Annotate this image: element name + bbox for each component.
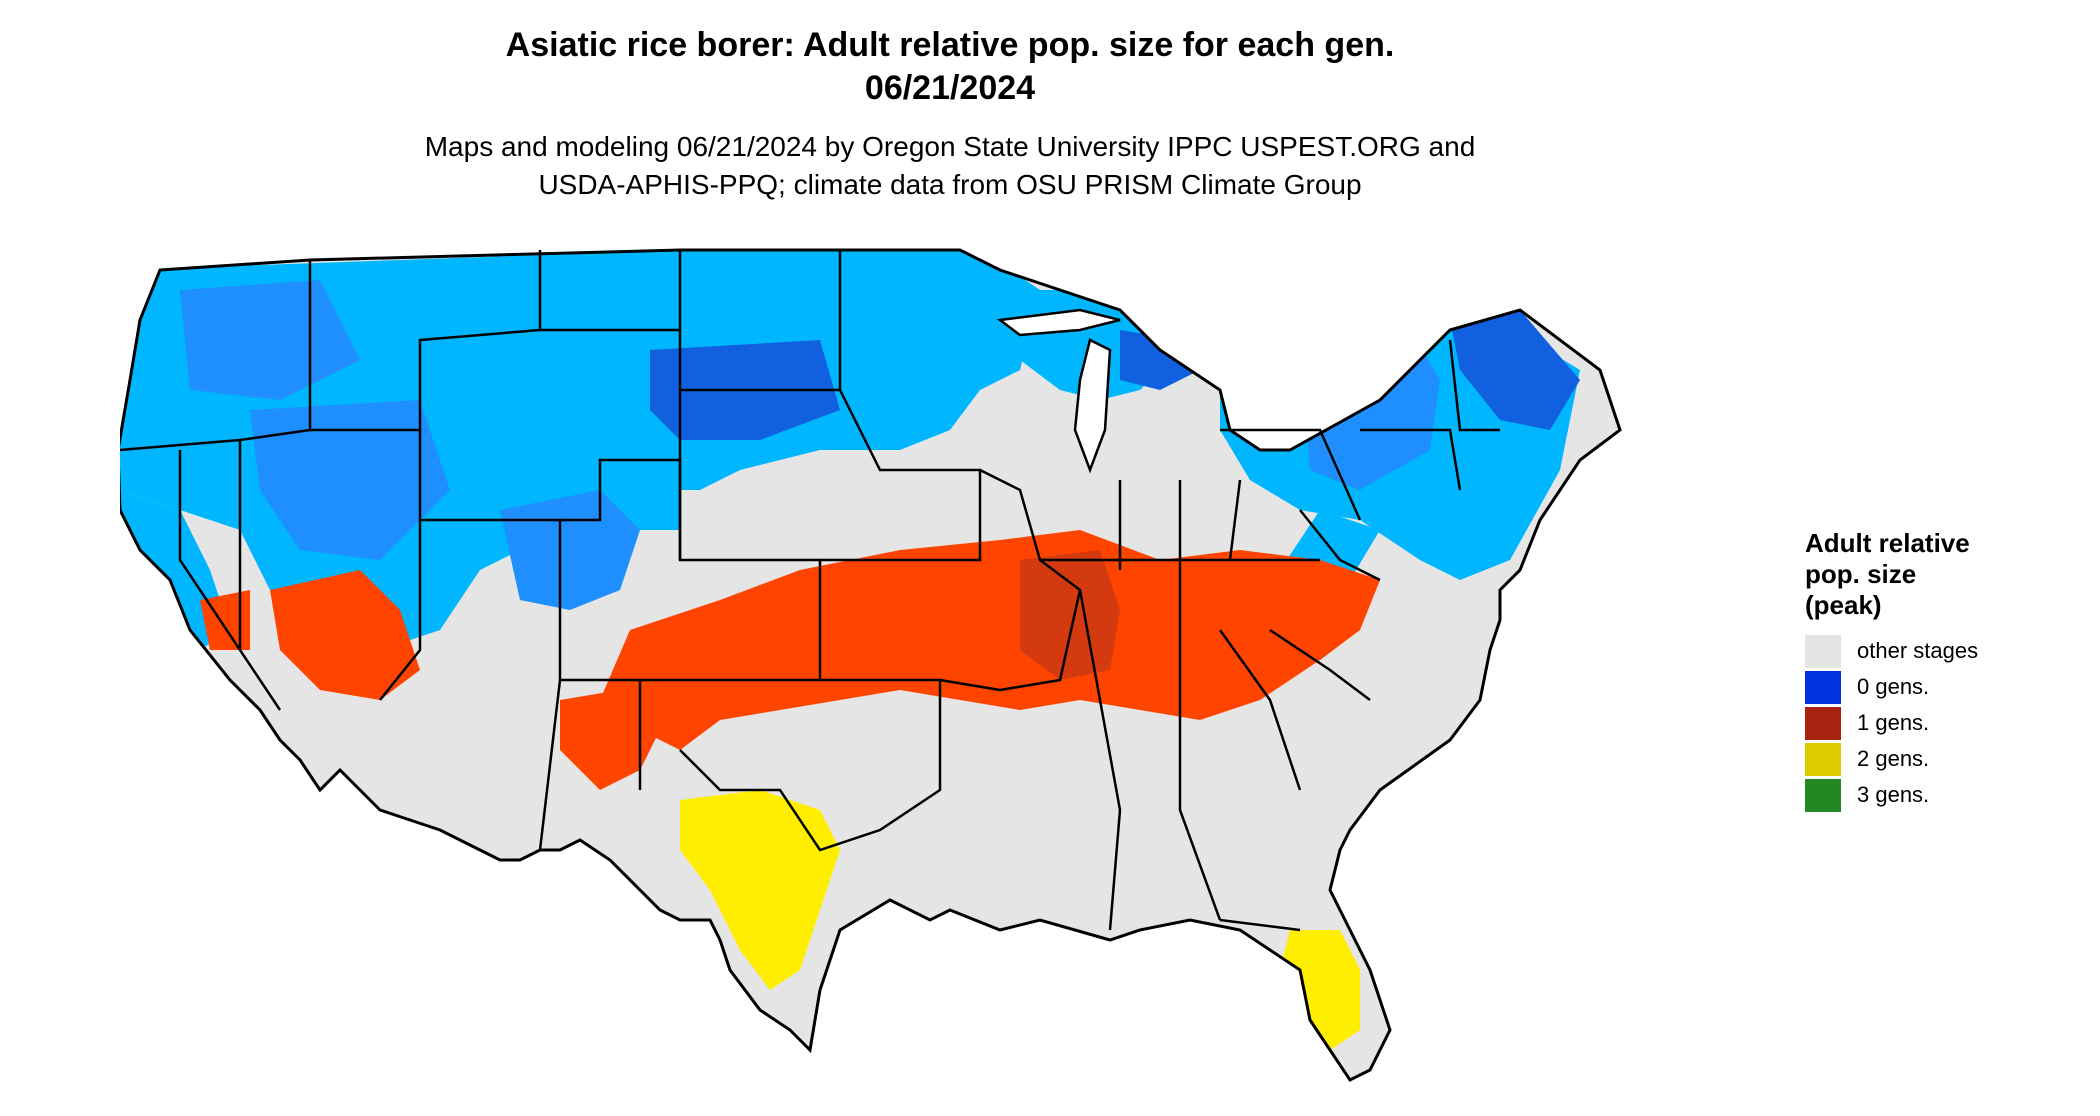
legend-label: other stages	[1857, 638, 1979, 663]
state-border	[679, 678, 942, 852]
map-title: Asiatic rice borer: Adult relative pop. …	[0, 24, 1900, 110]
legend-swatch	[1805, 742, 1841, 776]
map-subtitle: Maps and modeling 06/21/2024 by Oregon S…	[0, 128, 1900, 204]
zone-1gen-south-texas	[560, 690, 660, 790]
zone-0gens-mountain-dark	[250, 400, 450, 560]
zone-1gen-delta-dark	[1020, 550, 1120, 680]
title-line-2: 06/21/2024	[864, 69, 1036, 107]
zone-1gen-desert-southwest	[270, 570, 420, 700]
zone-2gens-florida	[1280, 930, 1360, 1050]
state-border	[1299, 509, 1381, 582]
legend-item-3-gens: 3 gens.	[1805, 777, 2065, 813]
state-border	[120, 260, 312, 452]
state-border	[1269, 628, 1371, 701]
legend-title: Adult relative pop. size (peak)	[1805, 528, 2065, 621]
legend-title-line-2: pop. size	[1805, 559, 1917, 589]
legend: Adult relative pop. size (peak) other st…	[1805, 528, 2065, 813]
subtitle-line-1: Maps and modeling 06/21/2024 by Oregon S…	[424, 131, 1476, 162]
generation-zones	[120, 250, 1580, 1050]
state-border	[1219, 918, 1301, 932]
us-map	[120, 248, 1622, 1082]
subtitle-line-2: USDA-APHIS-PPQ; climate data from OSU PR…	[538, 169, 1362, 200]
zone-2gens-texas-coast	[680, 790, 840, 990]
state-border	[1178, 560, 1222, 921]
legend-item-2-gens: 2 gens.	[1805, 741, 2065, 777]
legend-swatch	[1805, 670, 1841, 704]
state-border	[418, 250, 542, 430]
title-line-1: Asiatic rice borer: Adult relative pop. …	[505, 26, 1395, 64]
zone-0gens-northwest-dark	[180, 280, 360, 400]
state-border	[1078, 589, 1122, 931]
state-border	[1448, 339, 1500, 432]
state-border	[1228, 479, 1242, 561]
zone-0gens-new-england-dark	[1450, 310, 1580, 430]
state-border	[420, 518, 562, 851]
legend-swatch	[1805, 706, 1841, 740]
legend-swatch	[1805, 634, 1841, 668]
lake-superior	[996, 308, 1121, 337]
state-border	[1220, 428, 1362, 521]
state-borders	[120, 250, 1500, 932]
legend-item-1-gens: 1 gens.	[1805, 705, 2065, 741]
legend-item-0-gens: 0 gens.	[1805, 669, 2065, 705]
state-border	[310, 428, 422, 701]
lake-michigan	[1073, 338, 1112, 474]
legend-list: other stages 0 gens. 1 gens. 2 gens. 3 g…	[1805, 633, 2065, 813]
legend-label: 3 gens.	[1857, 782, 1930, 807]
state-border	[1218, 629, 1302, 791]
legend-title-line-3: (peak)	[1805, 590, 1882, 620]
legend-item-other-stages: other stages	[1805, 633, 2065, 669]
state-border	[178, 450, 282, 711]
legend-swatch	[1805, 778, 1841, 812]
legend-title-line-1: Adult relative	[1805, 528, 1970, 558]
legend-label: 1 gens.	[1857, 710, 1930, 735]
zone-1gen-south	[600, 530, 1380, 750]
zone-1gen-southern-california	[200, 590, 250, 650]
legend-label: 2 gens.	[1857, 746, 1930, 771]
great-lakes	[996, 308, 1121, 474]
legend-label: 0 gens.	[1857, 674, 1930, 699]
state-border	[1360, 428, 1462, 491]
